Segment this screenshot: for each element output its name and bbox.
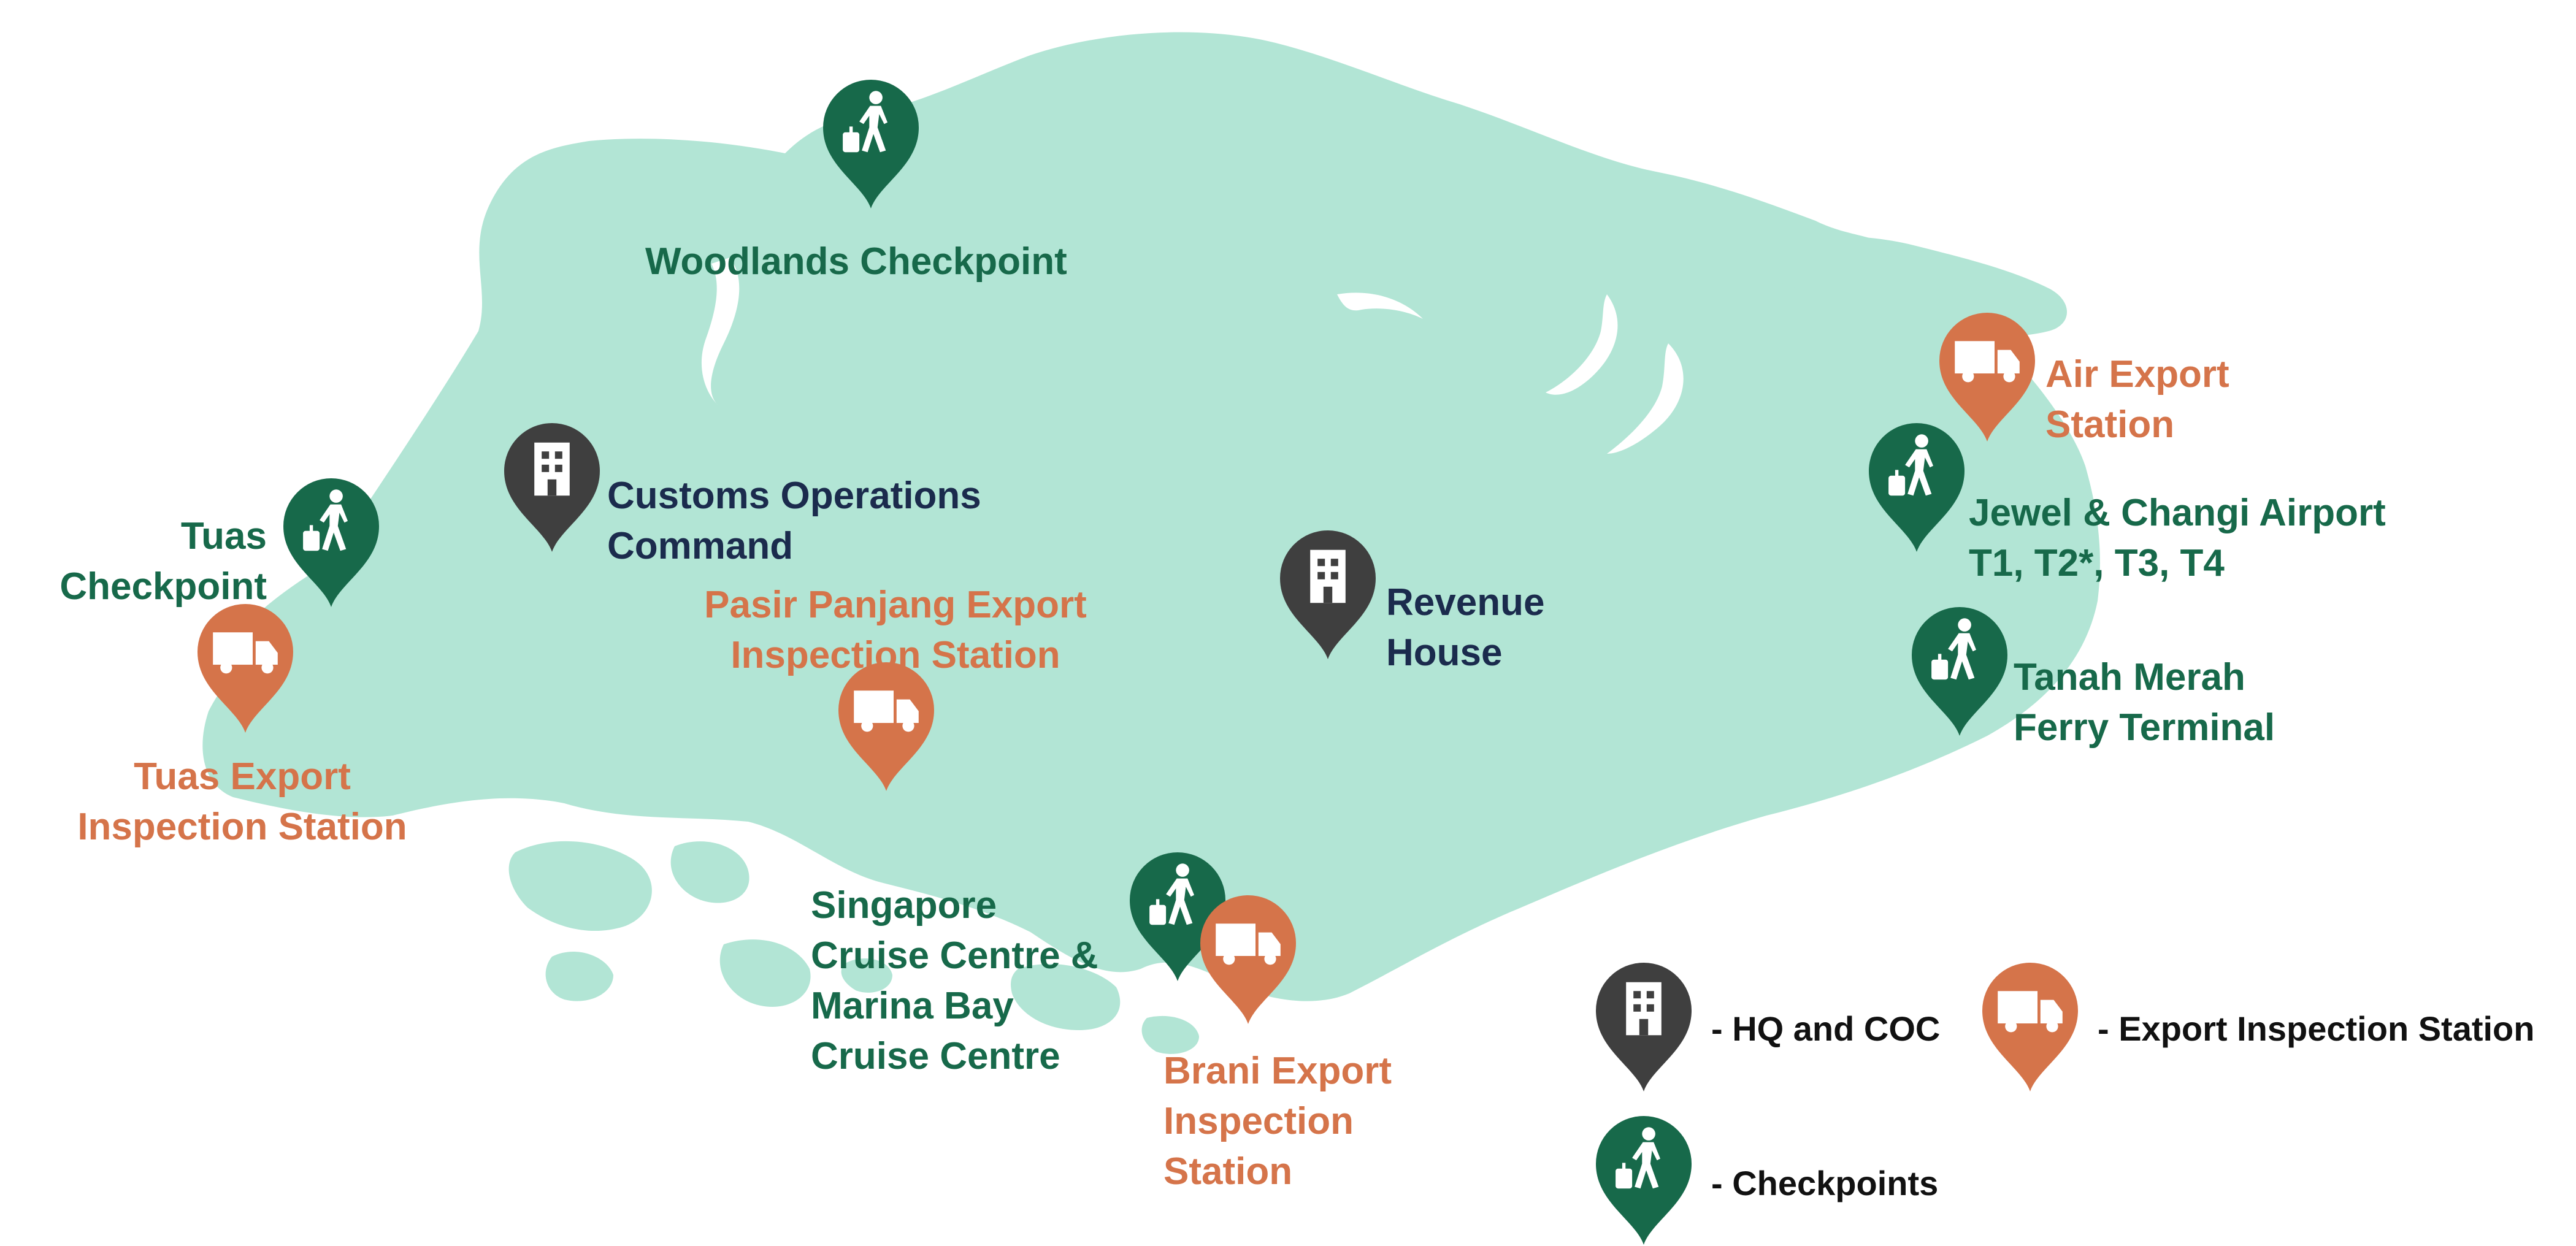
customs-operations-command-marker[interactable] — [504, 423, 600, 552]
legend-export-pin — [1982, 963, 2078, 1091]
sentosa-island — [1011, 963, 1121, 1030]
label-woodlands-checkpoint: Woodlands Checkpoint — [645, 240, 1067, 283]
building-icon — [1626, 982, 1662, 1036]
building-icon — [534, 442, 570, 496]
legend-hq-text: - HQ and COC — [1711, 1009, 1941, 1048]
revenue-house-marker[interactable] — [1280, 530, 1376, 659]
pulau-ubin — [1745, 236, 2067, 337]
building-icon — [1310, 549, 1346, 603]
jurong-island — [508, 841, 652, 931]
label-jewel-changi-airport: Jewel & Changi Airport T1, T2*, T3, T4 — [1969, 492, 2386, 584]
pulau-tekong — [1828, 338, 1936, 417]
label-tanah-merah-ferry-terminal: Tanah Merah Ferry Terminal — [2014, 656, 2275, 749]
legend-pins — [1596, 963, 2078, 1245]
marker-layer — [197, 80, 2035, 1024]
small-island-2 — [1141, 1015, 1199, 1054]
serangoon-inlet — [1607, 343, 1684, 454]
small-island-1 — [841, 958, 892, 993]
legend-checkpoint-pin — [1596, 1116, 1692, 1245]
punggol-inlet — [1546, 294, 1618, 395]
kranji-inlet — [701, 258, 740, 405]
legend-export-text: - Export Inspection Station — [2098, 1009, 2535, 1048]
label-tuas-checkpoint: Tuas Checkpoint — [59, 515, 267, 608]
southern-island-1 — [670, 841, 749, 903]
legend-checkpoint-text: - Checkpoints — [1711, 1164, 1939, 1202]
label-tuas-export-station: Tuas Export Inspection Station — [77, 755, 407, 848]
label-singapore-cruise-centre: Singapore Cruise Centre & Marina Bay Cru… — [811, 884, 1098, 1077]
label-customs-operations-command: Customs Operations Command — [607, 475, 981, 567]
seletar-inlet — [1337, 292, 1423, 319]
label-revenue-house: Revenue House — [1386, 581, 1545, 674]
label-pasir-panjang-export-station: Pasir Panjang Export Inspection Station — [704, 584, 1087, 676]
singapore-island-land — [202, 32, 2100, 1054]
main-island — [202, 32, 2100, 1001]
label-air-export-station: Air Export Station — [2045, 353, 2229, 446]
label-brani-export-station: Brani Export Inspection Station — [1163, 1050, 1392, 1193]
brani-export-station-marker[interactable] — [1200, 895, 1296, 1024]
legend-hq-pin — [1596, 963, 1692, 1091]
southern-island-3 — [719, 939, 811, 1007]
southern-island-2 — [545, 951, 613, 1001]
pandan-inlet — [365, 392, 401, 454]
